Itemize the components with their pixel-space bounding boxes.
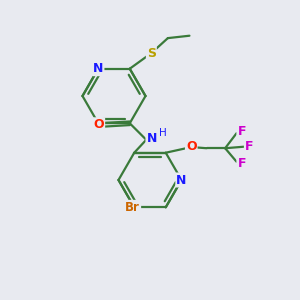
Text: F: F	[245, 140, 254, 153]
Text: O: O	[186, 140, 196, 153]
Text: F: F	[237, 157, 246, 170]
Text: O: O	[94, 118, 104, 131]
Text: N: N	[146, 132, 157, 145]
Text: N: N	[93, 62, 104, 75]
Text: Br: Br	[125, 201, 140, 214]
Text: F: F	[237, 125, 246, 138]
Text: N: N	[176, 173, 187, 187]
Text: S: S	[147, 46, 156, 60]
Text: H: H	[159, 128, 166, 138]
